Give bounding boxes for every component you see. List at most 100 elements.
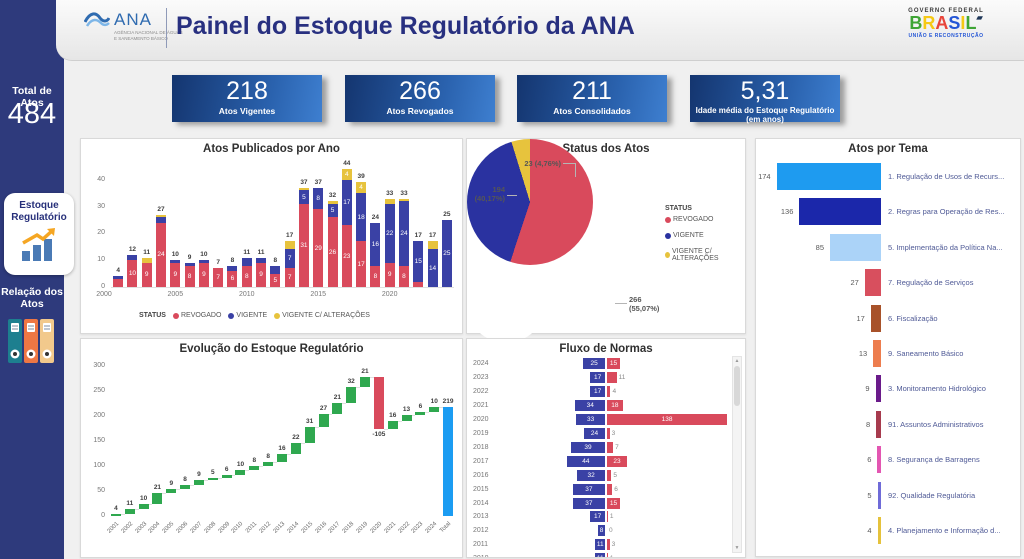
stacked-bar-segment[interactable]: 25 — [441, 219, 452, 287]
legend-item[interactable]: REVOGADO — [172, 312, 221, 319]
waterfall-bar[interactable] — [207, 477, 218, 480]
stacked-bar-segment[interactable] — [127, 254, 138, 261]
waterfall-bar[interactable] — [290, 442, 301, 454]
stacked-bar-segment[interactable]: 17 — [341, 179, 352, 226]
stacked-bar-segment[interactable] — [184, 262, 195, 266]
fluxo-bar-vigente[interactable]: 39 — [571, 441, 605, 453]
waterfall-bar[interactable] — [415, 411, 426, 415]
fluxo-bar-vigente[interactable]: 11 — [595, 553, 605, 557]
tema-bar[interactable] — [877, 446, 881, 474]
sidebar-item-relacao-dos-atos[interactable]: Relação dos Atos — [0, 286, 64, 369]
stacked-bar-segment[interactable]: 10 — [127, 260, 138, 287]
fluxo-bar-revogado[interactable] — [607, 427, 610, 439]
stacked-bar-segment[interactable]: 9 — [384, 262, 395, 287]
fluxo-bar-revogado[interactable]: 138 — [607, 413, 728, 425]
legend-item[interactable]: VIGENTE C/ ALTERAÇÕES — [665, 248, 745, 262]
waterfall-bar[interactable] — [360, 376, 371, 387]
stacked-bar-segment[interactable] — [270, 265, 281, 274]
waterfall-bar[interactable] — [387, 421, 398, 429]
stacked-bar-segment[interactable]: 14 — [427, 249, 438, 287]
scrollbar-thumb[interactable] — [734, 366, 740, 406]
fluxo-bar-vigente[interactable]: 17 — [590, 511, 605, 523]
fluxo-bar-vigente[interactable]: 8 — [598, 525, 605, 537]
stacked-bar-segment[interactable] — [327, 201, 338, 204]
stacked-bar-segment[interactable]: 9 — [198, 262, 209, 287]
stacked-bar-segment[interactable]: 5 — [270, 273, 281, 287]
stacked-bar-segment[interactable] — [113, 278, 124, 287]
scrollbar[interactable]: ▲ ▼ — [732, 356, 742, 553]
waterfall-bar[interactable] — [221, 474, 232, 478]
fluxo-bar-vigente[interactable]: 37 — [572, 483, 605, 495]
stacked-bar-segment[interactable] — [284, 241, 295, 250]
fluxo-bar-revogado[interactable] — [607, 483, 613, 495]
fluxo-bar-vigente[interactable]: 11 — [595, 539, 605, 551]
fluxo-bar-revogado[interactable] — [607, 469, 612, 481]
stacked-bar-segment[interactable]: 7 — [284, 249, 295, 269]
stacked-bar-segment[interactable] — [170, 260, 181, 263]
waterfall-bar[interactable] — [277, 453, 287, 462]
legend-item[interactable]: REVOGADO — [665, 216, 745, 223]
tema-bar[interactable] — [870, 304, 881, 332]
legend-item[interactable]: VIGENTE — [665, 232, 745, 239]
tema-bar[interactable] — [864, 269, 881, 297]
stacked-bar-segment[interactable]: 5 — [298, 190, 309, 204]
stacked-bar-segment[interactable]: 18 — [356, 193, 367, 242]
legend-item[interactable]: VIGENTE — [228, 312, 267, 319]
waterfall-bar[interactable] — [318, 413, 329, 427]
stacked-bar-segment[interactable]: 8 — [313, 187, 324, 210]
waterfall-bar[interactable] — [166, 488, 177, 493]
fluxo-bar-vigente[interactable]: 24 — [584, 427, 605, 439]
tema-bar[interactable] — [877, 481, 881, 509]
donut-ring[interactable] — [467, 139, 593, 265]
tema-bar[interactable] — [799, 198, 881, 226]
stacked-bar-segment[interactable] — [398, 198, 409, 202]
stacked-bar-segment[interactable]: 7 — [284, 268, 295, 287]
fluxo-bar-revogado[interactable]: 15 — [607, 497, 621, 509]
fluxo-bar-vigente[interactable]: 17 — [590, 371, 605, 383]
fluxo-bar-revogado[interactable] — [607, 441, 614, 453]
stacked-bar-segment[interactable]: 29 — [313, 209, 324, 287]
fluxo-bar-vigente[interactable]: 37 — [572, 497, 605, 509]
stacked-bar-segment[interactable]: 26 — [327, 217, 338, 287]
stacked-bar-segment[interactable]: 9 — [141, 262, 152, 287]
stacked-bar-segment[interactable] — [113, 276, 124, 279]
stacked-bar-segment[interactable]: 31 — [298, 203, 309, 287]
fluxo-bar-vigente[interactable]: 44 — [566, 455, 605, 467]
tema-bar[interactable] — [873, 340, 881, 367]
stacked-bar-segment[interactable]: 17 — [356, 241, 367, 287]
waterfall-bar[interactable] — [332, 403, 343, 414]
fluxo-bar-revogado[interactable] — [607, 385, 611, 397]
stacked-bar-segment[interactable] — [156, 214, 167, 218]
fluxo-bar-revogado[interactable]: 23 — [607, 455, 627, 467]
stacked-bar-segment[interactable] — [413, 281, 424, 287]
stacked-bar-segment[interactable]: 22 — [384, 203, 395, 263]
stacked-bar-segment[interactable]: 16 — [370, 222, 381, 266]
stacked-bar-segment[interactable]: 23 — [341, 225, 352, 287]
fluxo-bar-revogado[interactable] — [607, 371, 617, 383]
stacked-bar-segment[interactable] — [227, 265, 238, 271]
waterfall-bar[interactable] — [235, 469, 246, 475]
waterfall-bar[interactable] — [443, 406, 454, 516]
stacked-bar-segment[interactable]: 4 — [356, 182, 367, 194]
fluxo-bar-vigente[interactable]: 32 — [577, 469, 605, 481]
stacked-bar-segment[interactable] — [298, 187, 309, 191]
tema-bar[interactable] — [876, 410, 881, 438]
fluxo-bar-revogado[interactable] — [607, 511, 608, 523]
waterfall-bar[interactable] — [249, 465, 260, 470]
scroll-up-arrow[interactable]: ▲ — [734, 358, 740, 364]
scroll-down-arrow[interactable]: ▼ — [734, 545, 740, 551]
waterfall-bar[interactable] — [180, 484, 191, 489]
fluxo-bar-revogado[interactable] — [607, 539, 610, 551]
fluxo-bar-revogado[interactable]: 18 — [607, 399, 623, 411]
stacked-bar-segment[interactable]: 24 — [156, 222, 167, 287]
waterfall-bar[interactable] — [429, 406, 440, 412]
tema-bar[interactable] — [776, 163, 881, 190]
waterfall-bar[interactable] — [152, 493, 163, 504]
stacked-bar-segment[interactable] — [384, 198, 395, 204]
stacked-bar-segment[interactable] — [427, 241, 438, 250]
stacked-bar-segment[interactable]: 15 — [413, 241, 424, 282]
stacked-bar-segment[interactable]: 5 — [327, 203, 338, 218]
fluxo-bar-revogado[interactable] — [607, 553, 608, 557]
waterfall-bar[interactable] — [373, 376, 384, 429]
stacked-bar-segment[interactable] — [256, 257, 267, 263]
